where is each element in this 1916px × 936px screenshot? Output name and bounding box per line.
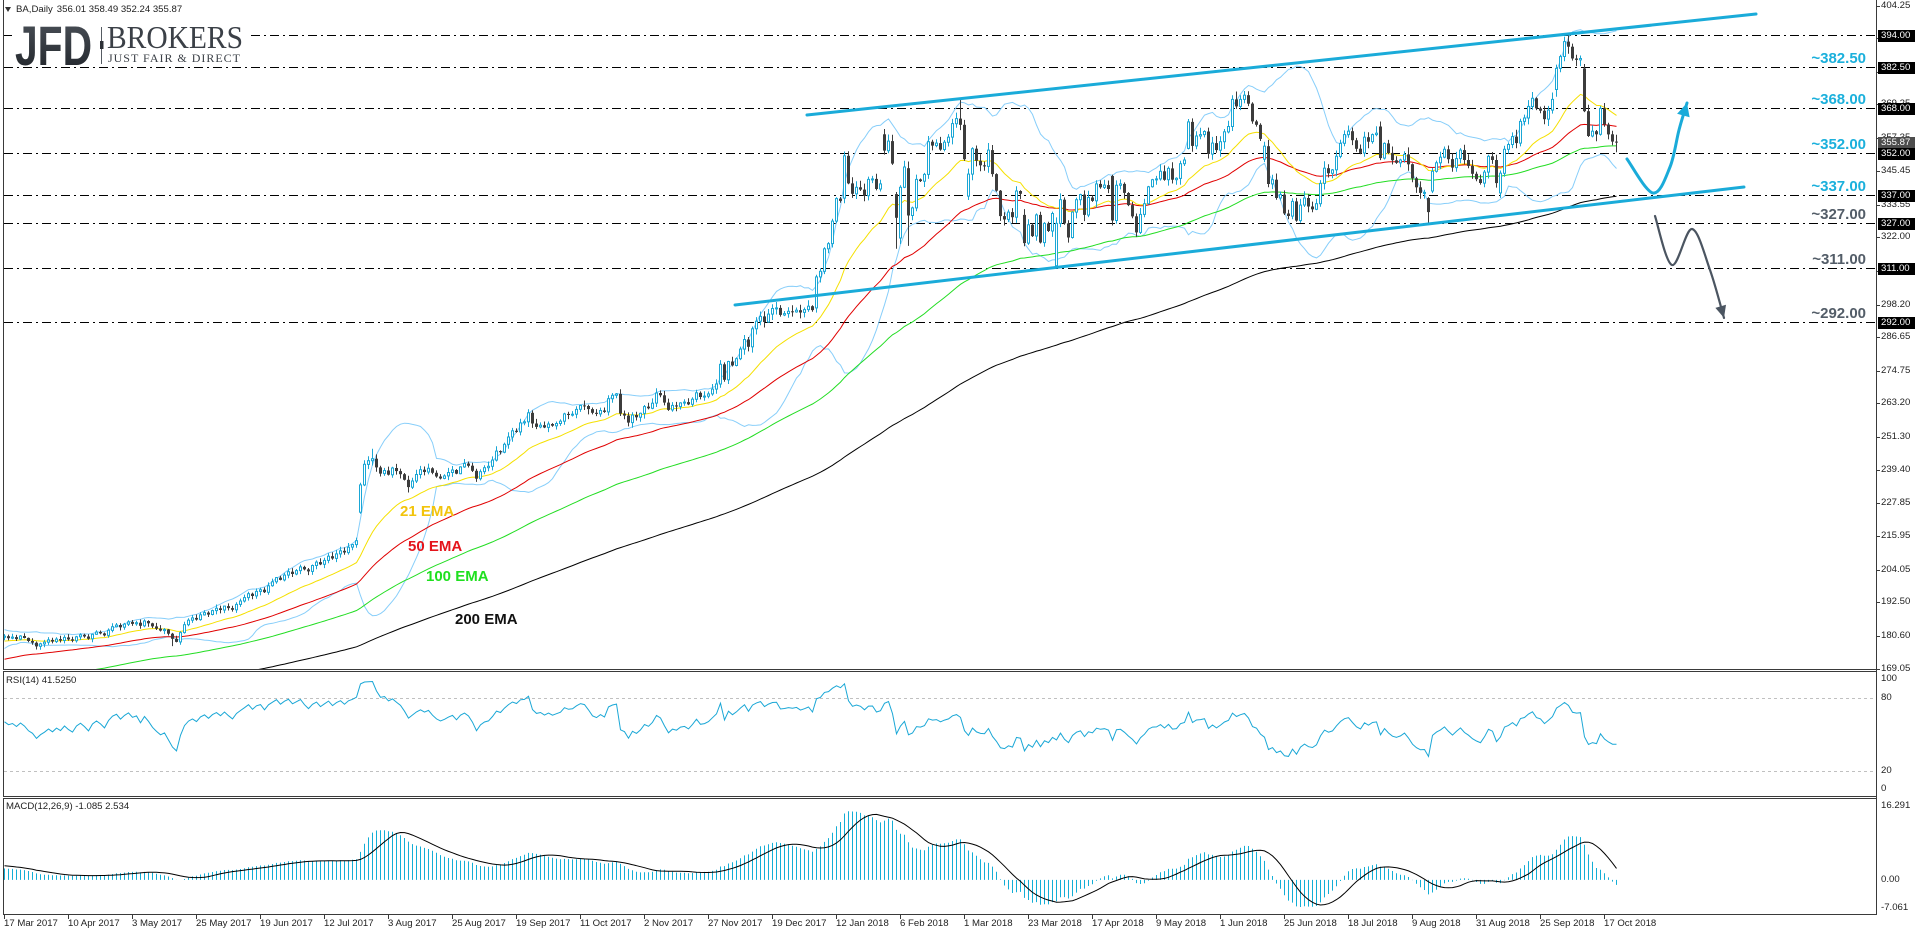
macd-axis-label: 0.00	[1881, 874, 1900, 885]
time-axis-label: 19 Dec 2017	[772, 918, 827, 929]
time-axis-label: 25 Jun 2018	[1284, 918, 1337, 929]
time-axis-label: 9 May 2018	[1156, 918, 1207, 929]
time-axis-label: 25 Sep 2018	[1540, 918, 1595, 929]
rsi-panel[interactable]	[4, 672, 1876, 796]
level-label: ~337.00	[1811, 178, 1866, 196]
price-axis-label: 215.95	[1881, 530, 1911, 542]
time-axis-label: 31 Aug 2018	[1476, 918, 1530, 929]
logo-brand: JFD	[15, 14, 92, 72]
price-chart-panel[interactable]	[4, 0, 1876, 669]
price-axis-label: 263.20	[1881, 397, 1911, 409]
time-axis-label: 6 Feb 2018	[900, 918, 949, 929]
time-axis-label: 25 Aug 2017	[452, 918, 506, 929]
price-axis-label: 192.50	[1881, 596, 1911, 608]
price-axis-label: 322.00	[1881, 231, 1911, 243]
time-axis-label: 2 Nov 2017	[644, 918, 694, 929]
price-axis-label: 404.25	[1881, 0, 1911, 11]
time-axis-label: 1 Jun 2018	[1220, 918, 1268, 929]
logo-separator-notch	[100, 41, 104, 49]
time-axis-label: 12 Jul 2017	[324, 918, 374, 929]
time-axis-label: 25 May 2017	[196, 918, 252, 929]
time-axis-label: 3 Aug 2017	[388, 918, 437, 929]
logo-name: BROKERS	[107, 19, 243, 55]
macd-label: MACD(12,26,9) -1.085 2.534	[6, 801, 130, 812]
macd-panel[interactable]	[4, 799, 1876, 914]
time-axis-label: 10 Apr 2017	[68, 918, 120, 929]
level-label: ~327.00	[1811, 206, 1866, 224]
price-tag: 337.00	[1878, 189, 1915, 202]
level-label: ~352.00	[1811, 135, 1866, 153]
time-axis-label: 17 Oct 2018	[1604, 918, 1657, 929]
price-tag: 292.00	[1878, 316, 1915, 329]
time-axis-label: 17 Mar 2017	[4, 918, 58, 929]
ema-200-label: 200 EMA	[455, 611, 518, 628]
rsi-axis-label: 20	[1881, 765, 1892, 776]
rsi-axis-label: 100	[1881, 673, 1898, 684]
price-tag: 327.00	[1878, 217, 1915, 230]
time-axis-label: 17 Apr 2018	[1092, 918, 1144, 929]
ema-50-label: 50 EMA	[408, 538, 463, 555]
price-axis-label: 274.75	[1881, 364, 1911, 376]
time-axis-label: 12 Jan 2018	[836, 918, 889, 929]
price-axis-label: 286.65	[1881, 331, 1911, 343]
ema-21-label: 21 EMA	[400, 503, 455, 520]
price-tag: 368.00	[1878, 102, 1915, 115]
time-axis-label: 18 Jul 2018	[1348, 918, 1398, 929]
level-label: ~292.00	[1811, 305, 1866, 323]
macd-axis-label: 16.291	[1881, 800, 1911, 811]
price-axis-label: 239.40	[1881, 464, 1911, 476]
price-axis-label: 298.20	[1881, 298, 1911, 310]
price-axis-label: 227.85	[1881, 496, 1911, 508]
price-tag: 352.00	[1878, 147, 1915, 160]
level-label: ~311.00	[1812, 251, 1866, 269]
price-tag: 382.50	[1878, 61, 1915, 74]
price-axis-label: 345.45	[1881, 165, 1911, 177]
price-tag: 355.87	[1878, 136, 1915, 149]
level-label: ~368.00	[1811, 90, 1866, 108]
price-axis-label: 333.55	[1881, 198, 1911, 210]
rsi-axis-label: 0	[1881, 783, 1887, 794]
time-axis-label: 3 May 2017	[132, 918, 183, 929]
macd-axis-label: -7.061	[1881, 902, 1909, 913]
logo-tagline: JUST FAIR & DIRECT	[108, 51, 241, 65]
time-axis-label: 1 Mar 2018	[964, 918, 1013, 929]
time-axis-label: 27 Nov 2017	[708, 918, 763, 929]
jfd-brokers-logo: JFD BROKERS JUST FAIR & DIRECT	[12, 14, 247, 72]
price-axis-label: 169.05	[1881, 662, 1911, 674]
time-axis-label: 9 Aug 2018	[1412, 918, 1461, 929]
price-tag: 394.00	[1878, 29, 1915, 42]
price-axis-label: 251.30	[1881, 430, 1911, 442]
time-axis-label: 11 Oct 2017	[580, 918, 632, 929]
time-axis-label: 23 Mar 2018	[1028, 918, 1082, 929]
rsi-label: RSI(14) 41.5250	[6, 675, 77, 686]
ema-100-label: 100 EMA	[426, 568, 489, 585]
time-axis-label: 19 Jun 2017	[260, 918, 313, 929]
price-axis-label: 204.05	[1881, 563, 1911, 575]
rsi-axis-label: 80	[1881, 692, 1892, 703]
price-axis-label: 180.60	[1881, 629, 1911, 641]
price-tag: 311.00	[1878, 262, 1915, 275]
level-label: ~382.50	[1811, 49, 1866, 67]
time-axis-label: 19 Sep 2017	[516, 918, 571, 929]
